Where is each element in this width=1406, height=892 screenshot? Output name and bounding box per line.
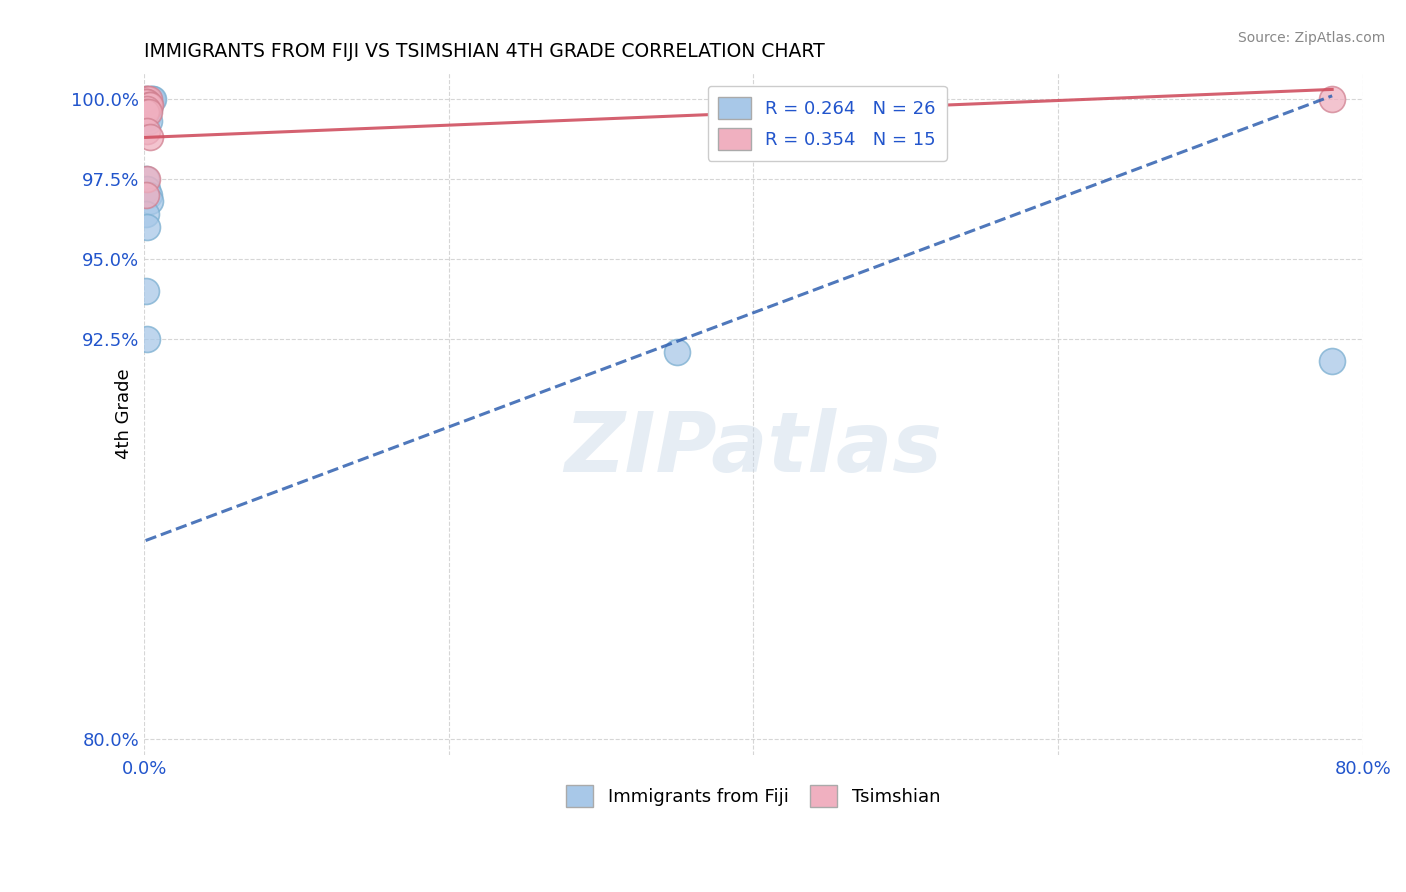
Point [138, 114, 160, 128]
Text: ZIPatlas: ZIPatlas [564, 408, 942, 489]
Point [135, 98, 157, 112]
Point [136, 92, 159, 106]
Point [136, 104, 159, 119]
Text: Source: ZipAtlas.com: Source: ZipAtlas.com [1237, 31, 1385, 45]
Point [136, 181, 159, 195]
Point [136, 332, 159, 346]
Y-axis label: 4th Grade: 4th Grade [115, 369, 134, 459]
Point [141, 92, 163, 106]
Point [138, 102, 160, 116]
Point [138, 188, 160, 202]
Point [139, 98, 162, 112]
Point [135, 284, 157, 298]
Point [135, 104, 157, 119]
Point [135, 95, 157, 110]
Point [138, 98, 160, 112]
Point [136, 219, 159, 234]
Legend: Immigrants from Fiji, Tsimshian: Immigrants from Fiji, Tsimshian [560, 778, 948, 814]
Text: IMMIGRANTS FROM FIJI VS TSIMSHIAN 4TH GRADE CORRELATION CHART: IMMIGRANTS FROM FIJI VS TSIMSHIAN 4TH GR… [143, 42, 825, 61]
Point [135, 104, 157, 119]
Point [666, 344, 689, 359]
Point [135, 108, 157, 122]
Point [136, 112, 159, 126]
Point [139, 130, 162, 145]
Point [139, 194, 162, 209]
Point [136, 102, 159, 116]
Point [135, 92, 157, 106]
Point [138, 104, 160, 119]
Point [138, 92, 160, 106]
Point [135, 207, 157, 221]
Point [135, 172, 157, 186]
Point [1320, 354, 1343, 368]
Point [135, 98, 157, 112]
Point [139, 92, 162, 106]
Point [142, 92, 165, 106]
Point [136, 172, 159, 186]
Point [135, 92, 157, 106]
Point [136, 95, 159, 110]
Point [135, 108, 157, 122]
Point [136, 124, 159, 138]
Point [135, 188, 157, 202]
Point [136, 102, 159, 116]
Point [138, 95, 160, 110]
Point [136, 95, 159, 110]
Point [1320, 92, 1343, 106]
